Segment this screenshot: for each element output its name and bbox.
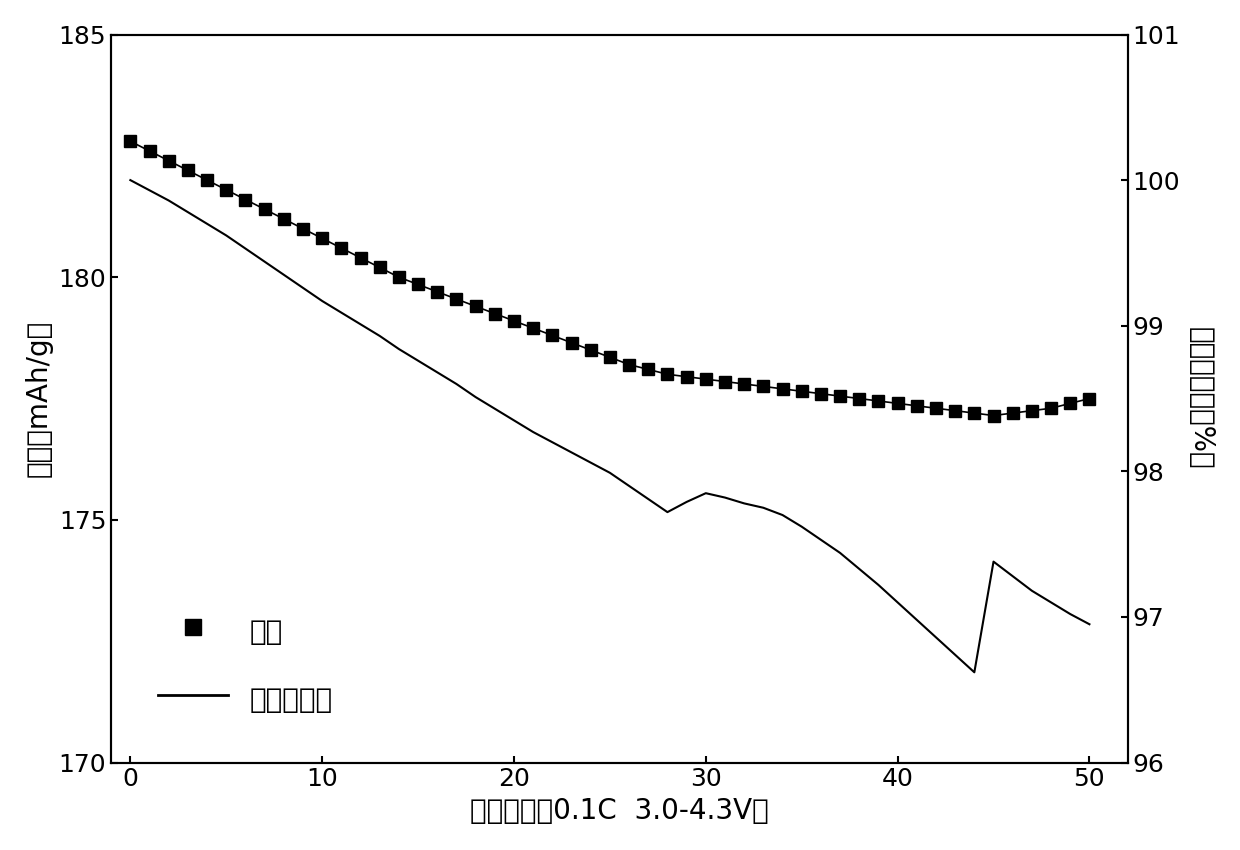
Legend: 容量, 容量保持率: 容量, 容量保持率	[125, 581, 367, 749]
容量保持率	[410, 355, 425, 366]
容量保持率	[334, 308, 348, 318]
容量	[410, 280, 425, 290]
Y-axis label: 容量（mAh/g）: 容量（mAh/g）	[25, 320, 53, 477]
容量保持率	[1083, 619, 1097, 629]
容量保持率	[1063, 609, 1078, 619]
容量保持率	[813, 535, 828, 545]
容量	[1083, 394, 1097, 404]
容量	[430, 286, 445, 297]
容量保持率	[430, 367, 445, 377]
容量	[334, 243, 348, 253]
容量保持率	[967, 667, 982, 677]
容量	[813, 388, 828, 399]
容量	[1063, 399, 1078, 409]
容量	[123, 136, 138, 146]
容量	[756, 382, 771, 392]
容量保持率	[756, 502, 771, 513]
容量保持率	[123, 175, 138, 185]
Line: 容量保持率: 容量保持率	[130, 180, 1090, 672]
容量	[986, 411, 1001, 421]
Line: 容量: 容量	[125, 136, 1095, 421]
Y-axis label: 容量保持率（%）: 容量保持率（%）	[1187, 327, 1215, 470]
X-axis label: 循环次数（0.1C  3.0-4.3V）: 循环次数（0.1C 3.0-4.3V）	[470, 797, 769, 825]
